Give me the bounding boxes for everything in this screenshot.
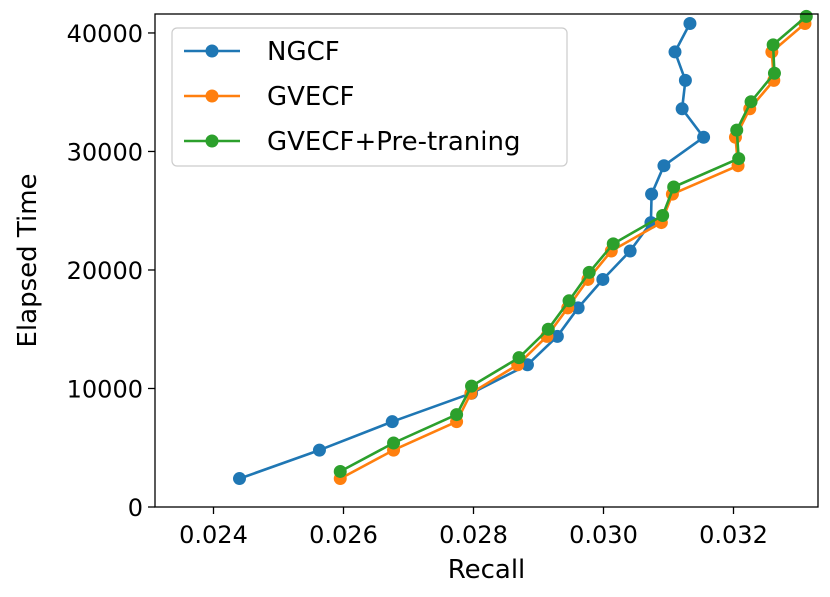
legend-label: GVECF (267, 82, 354, 112)
data-point-gvecf-pre-traning (450, 408, 464, 422)
data-point-ngcf (385, 415, 399, 429)
y-tick-label: 30000 (67, 138, 143, 166)
data-point-gvecf-pre-traning (541, 322, 555, 336)
data-point-ngcf (233, 472, 246, 486)
x-axis: 0.024 0.026 0.028 0.030 0.032 (179, 507, 768, 549)
legend-swatch-marker (205, 89, 219, 103)
data-point-ngcf (550, 329, 564, 343)
data-point-gvecf-pre-traning (667, 180, 681, 194)
data-point-gvecf-pre-traning (799, 9, 813, 23)
data-point-gvecf-pre-traning (730, 123, 744, 137)
data-point-gvecf-pre-traning (744, 95, 758, 109)
data-point-gvecf-pre-traning (766, 38, 780, 52)
y-axis: 0 10000 20000 30000 40000 (67, 20, 155, 522)
data-point-gvecf-pre-traning (656, 208, 670, 222)
legend-label: GVECF+Pre-traning (267, 127, 520, 157)
data-point-ngcf (697, 130, 711, 144)
y-tick-label: 20000 (67, 257, 143, 285)
legend: NGCF GVECF GVECF+Pre-traning (171, 27, 568, 167)
data-point-ngcf (668, 45, 682, 59)
x-tick-label: 0.030 (569, 521, 638, 549)
data-point-gvecf-pre-traning (562, 294, 576, 308)
data-point-gvecf-pre-traning (512, 351, 526, 365)
data-point-gvecf-pre-traning (606, 237, 620, 251)
x-tick-label: 0.032 (699, 521, 768, 549)
plot-frame (154, 13, 819, 508)
legend-box (171, 27, 568, 167)
data-point-ngcf (683, 16, 697, 30)
data-point-gvecf-pre-traning (582, 265, 596, 279)
x-tick-label: 0.026 (309, 521, 378, 549)
x-axis-label: Recall (448, 555, 526, 585)
data-point-gvecf-pre-traning (465, 379, 479, 393)
data-point-ngcf (312, 443, 326, 457)
data-point-ngcf (678, 73, 692, 87)
data-point-ngcf (657, 159, 671, 173)
data-point-ngcf (571, 301, 585, 315)
x-tick-label: 0.024 (179, 521, 248, 549)
data-point-ngcf (596, 272, 610, 286)
plot-marks (233, 9, 813, 486)
data-point-gvecf-pre-traning (387, 436, 401, 450)
data-point-ngcf (623, 244, 637, 258)
y-tick-label: 0 (128, 494, 143, 522)
y-axis-label: Elapsed Time (13, 173, 43, 347)
data-point-gvecf-pre-traning (767, 66, 781, 80)
legend-label: NGCF (267, 37, 340, 67)
legend-swatch-marker (205, 134, 219, 148)
y-tick-label: 40000 (67, 20, 143, 48)
data-point-gvecf-pre-traning (732, 152, 746, 166)
x-tick-label: 0.028 (439, 521, 508, 549)
data-point-gvecf-pre-traning (333, 464, 347, 478)
data-point-ngcf (645, 187, 659, 201)
legend-swatch-marker (205, 44, 219, 58)
data-point-ngcf (675, 102, 689, 116)
y-tick-label: 10000 (67, 375, 143, 403)
